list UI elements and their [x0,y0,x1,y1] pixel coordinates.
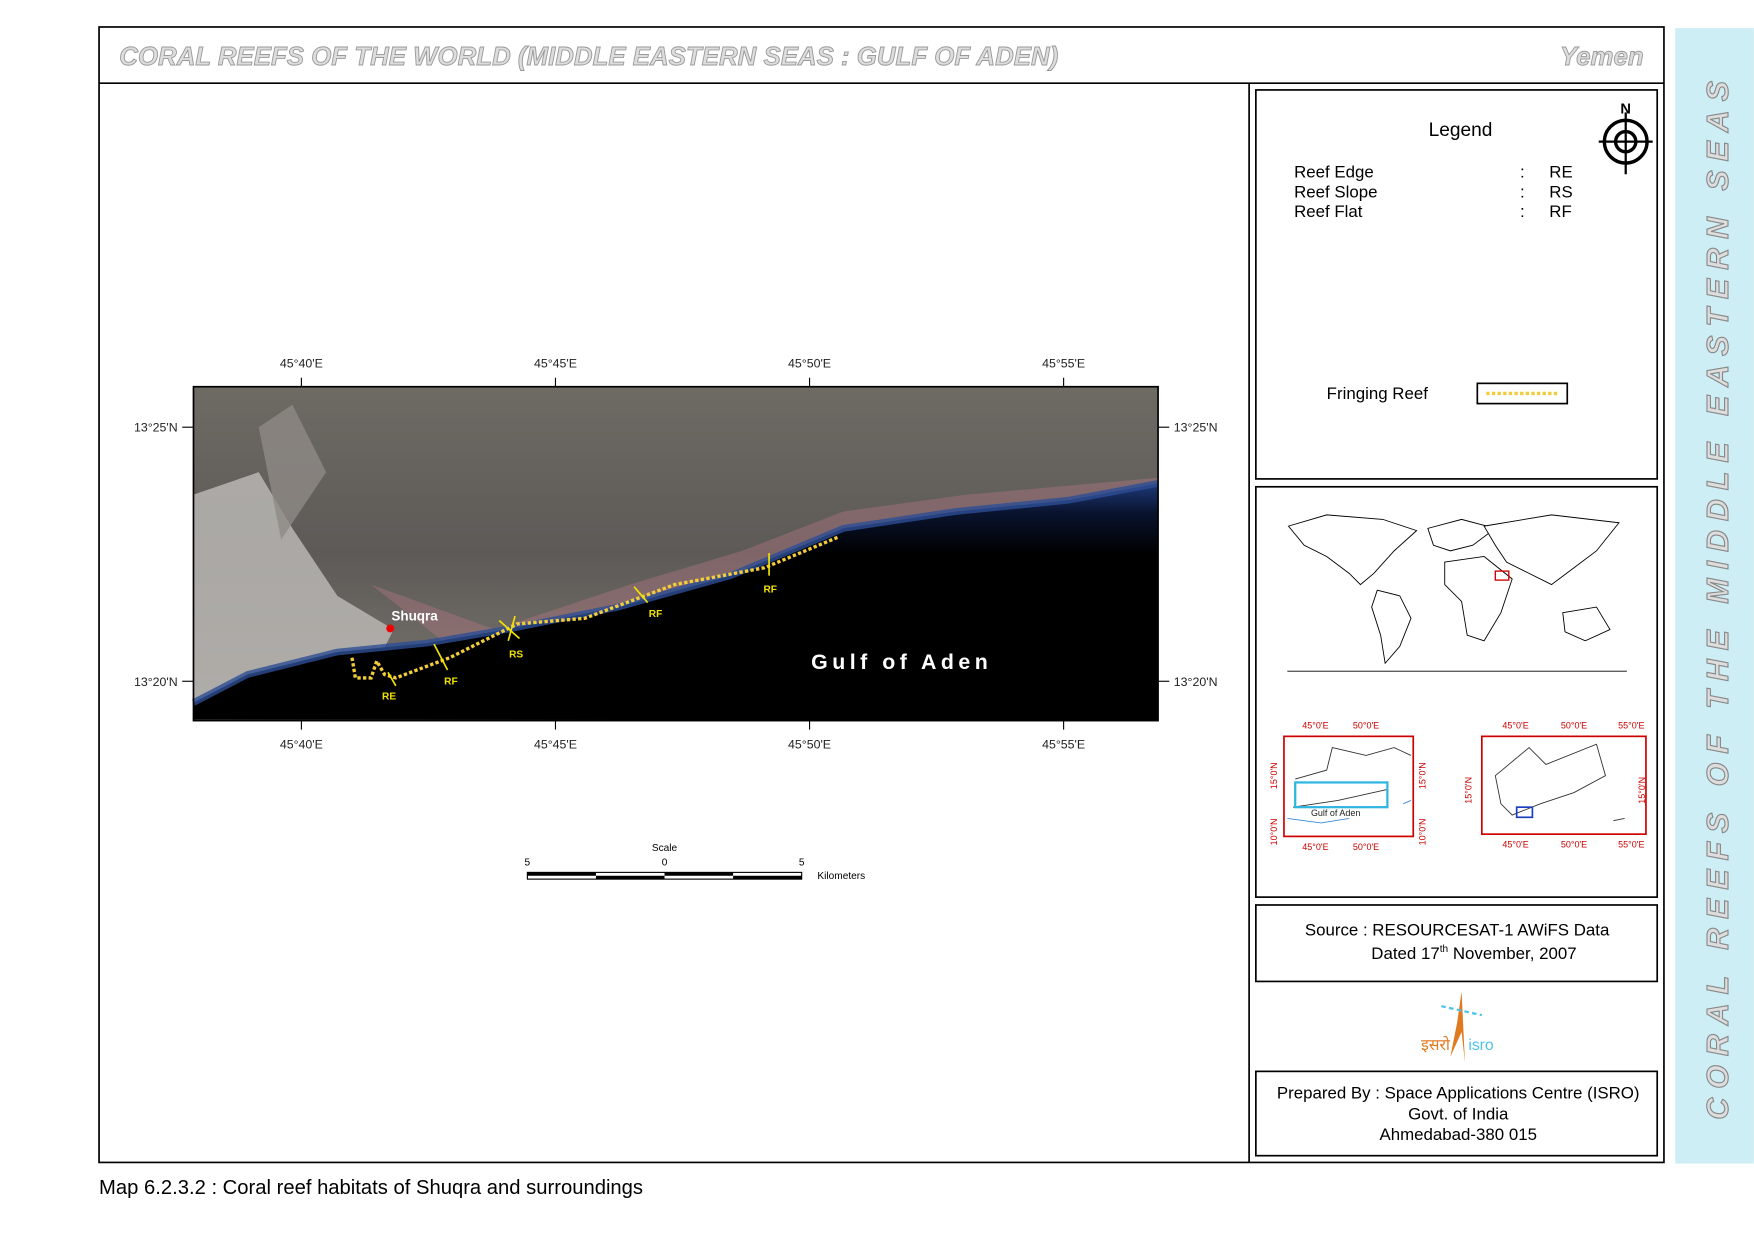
map-frame [192,385,1159,722]
lon-label: 45°45'E [534,357,577,371]
inset-lon-label: 55°0'E [1618,720,1644,730]
legend-item-code: RS [1549,182,1572,201]
inset-lon-label: 50°0'E [1353,842,1379,852]
svg-text:N: N [1620,102,1631,118]
inset-lon-label: 50°0'E [1561,840,1587,850]
prepared-line: Ahmedabad-380 015 [1379,1125,1536,1144]
outer-frame [98,26,1665,1164]
prepared-line: Govt. of India [1408,1105,1509,1124]
sea-label: Gulf of Aden [811,650,992,674]
prepared-line: Prepared By : Space Applications Centre … [1277,1083,1640,1102]
inset-lon-label: 45°0'E [1302,842,1328,852]
logo-english: isro [1468,1037,1494,1054]
source-line: Source : RESOURCESAT-1 AWiFS Data [1305,920,1610,939]
legend-item-name: Reef Slope [1294,182,1377,201]
inset-lat-label: 15°0'N [1464,777,1474,804]
scale-tick: 5 [799,858,805,869]
town-label: Shuqra [391,609,438,624]
legend-item-sep: : [1520,182,1525,201]
source-date: Dated 17th November, 2007 [1371,944,1576,963]
caption: Map 6.2.3.2 : Coral reef habitats of Shu… [99,1177,643,1199]
header-title: CORAL REEFS OF THE WORLD (MIDDLE EASTERN… [119,43,1058,71]
inset-b [1480,735,1647,836]
inset-lat-label: 15°0'N [1637,777,1647,804]
legend-line-label: Fringing Reef [1327,384,1429,403]
scale-title: Scale [652,843,678,854]
inset-a [1283,735,1415,838]
north-arrow: N [1598,102,1653,175]
prepared-panel [1255,1070,1659,1157]
lat-label: 13°20'N [134,675,178,689]
lat-label: 13°25'N [1174,421,1218,435]
lon-label: 45°45'E [534,738,577,752]
lon-label: 45°50'E [788,738,831,752]
lon-label: 45°55'E [1042,738,1085,752]
inset-lon-label: 50°0'E [1353,720,1379,730]
inset-lat-label: 15°0'N [1418,762,1428,789]
legend-item-code: RE [1549,163,1572,182]
scale-tick: 5 [525,858,531,869]
inset-lat-label: 10°0'N [1418,819,1428,846]
reef-label: RF [763,584,776,595]
scale-unit: Kilometers [817,871,865,882]
legend-item-sep: : [1520,202,1525,221]
lon-label: 45°50'E [788,357,831,371]
town-marker [386,624,395,633]
lon-label: 45°40'E [280,357,323,371]
legend-title: Legend [1429,120,1493,141]
inset-lat-label: 10°0'N [1269,819,1279,846]
sidebar-title: CORAL REEFS OF THE MIDDLE EASTERN SEAS [1702,72,1735,1120]
inset-lon-label: 45°0'E [1502,840,1528,850]
reef-label: RF [649,609,662,620]
legend-item-name: Reef Edge [1294,163,1374,182]
inset-lon-label: 45°0'E [1502,720,1528,730]
lon-label: 45°55'E [1042,357,1085,371]
sidebar [1675,28,1754,1164]
inset-place: Gulf of Aden [1311,808,1360,818]
source-panel [1255,904,1659,983]
reef-label: RF [444,677,457,688]
legend-item-name: Reef Flat [1294,202,1363,221]
inset-lon-label: 50°0'E [1561,720,1587,730]
lon-label: 45°40'E [280,738,323,752]
isro-logo: इसरो isro [1421,991,1494,1063]
inset-lon-label: 45°0'E [1302,720,1328,730]
scale-tick: 0 [662,858,668,869]
scale-bar [526,871,803,880]
inset-lon-label: 55°0'E [1618,840,1644,850]
inset-panel [1255,485,1659,898]
legend-item-code: RF [1549,202,1571,221]
inset-lat-label: 15°0'N [1269,762,1279,789]
header-country: Yemen [1560,43,1644,71]
legend-panel [1255,89,1659,480]
lat-label: 13°25'N [134,421,178,435]
legend-item-sep: : [1520,163,1525,182]
lat-label: 13°20'N [1174,675,1218,689]
world-map [1287,514,1627,672]
satellite-image [191,386,1159,721]
logo-hindi: इसरो [1421,1035,1451,1054]
reef-label: RE [382,691,396,702]
reef-label: RS [509,650,523,661]
